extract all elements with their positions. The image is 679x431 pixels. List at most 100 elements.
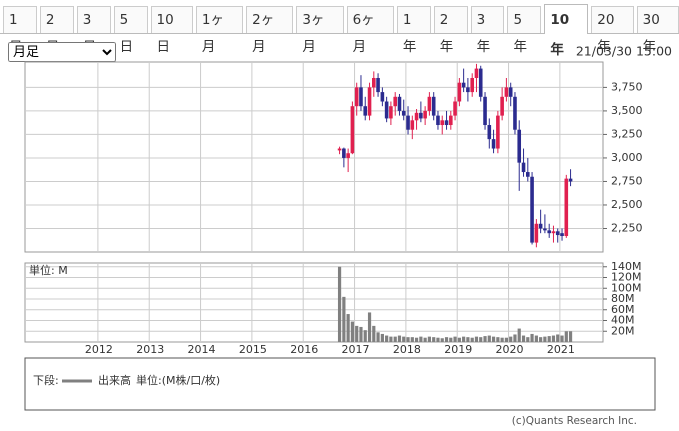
- candle-body: [393, 96, 398, 107]
- volume-bar: [432, 337, 436, 342]
- x-tick-label: 2012: [85, 343, 113, 356]
- candle-body: [534, 223, 539, 243]
- candle-body: [453, 101, 457, 116]
- y-tick-label: 3,750: [611, 80, 643, 93]
- x-tick-label: 2021: [547, 343, 575, 356]
- volume-bar: [551, 335, 556, 342]
- volume-bar: [372, 325, 376, 342]
- candle-body: [389, 106, 393, 119]
- volume-bar: [509, 336, 513, 342]
- period-tabs: 1日2日3日5日10日1ヶ月2ヶ月3ヶ月6ヶ月1年2年3年5年10年20年30年: [0, 0, 679, 58]
- legend-prefix: 下段:: [33, 373, 59, 387]
- volume-bar: [504, 337, 508, 342]
- volume-bar: [385, 335, 389, 342]
- candle-body: [474, 68, 479, 78]
- candle-body: [350, 106, 355, 154]
- volume-bar: [427, 336, 431, 342]
- unit-label: 単位: M: [29, 263, 68, 277]
- y-tick-label: 3,500: [611, 104, 643, 117]
- volume-bar: [470, 337, 474, 342]
- candle-body: [436, 115, 440, 126]
- period-tab[interactable]: 6ヶ月: [346, 6, 394, 55]
- volume-bar: [547, 336, 551, 342]
- bar-type-select[interactable]: 月足: [8, 42, 116, 62]
- candle-body: [461, 82, 466, 88]
- x-tick-label: 2019: [444, 343, 472, 356]
- period-tab[interactable]: 2ヶ月: [246, 6, 294, 55]
- candle-body: [431, 96, 436, 116]
- volume-bar: [337, 266, 342, 342]
- volume-bar: [483, 336, 487, 342]
- candle-body: [423, 110, 427, 119]
- candle-body: [444, 120, 449, 126]
- candle-body: [568, 178, 573, 182]
- volume-bar: [556, 334, 560, 342]
- candle-body: [543, 228, 547, 231]
- x-tick-label: 2016: [290, 343, 318, 356]
- candle-body: [560, 233, 564, 237]
- volume-bar: [453, 336, 457, 342]
- volume-bar: [449, 337, 453, 342]
- period-tab[interactable]: 3年: [470, 6, 505, 55]
- plot-area: [24, 61, 604, 253]
- volume-bar: [517, 328, 521, 342]
- period-tab[interactable]: 10年: [544, 4, 589, 58]
- volume-bar: [534, 335, 538, 342]
- period-tab[interactable]: 2年: [433, 6, 468, 55]
- candle-body: [525, 172, 530, 177]
- candle-body: [517, 129, 522, 163]
- volume-bar: [462, 336, 466, 342]
- volume-bar: [560, 335, 564, 342]
- volume-bar: [355, 325, 359, 342]
- candle-body: [538, 223, 543, 229]
- candle-body: [466, 87, 470, 93]
- volume-bar: [359, 326, 363, 342]
- volume-bar: [491, 336, 496, 342]
- candle-body: [342, 148, 346, 158]
- volume-bar: [496, 337, 500, 342]
- volume-bar: [543, 336, 547, 342]
- candle-body: [384, 101, 389, 119]
- candle-body: [359, 87, 363, 107]
- period-tab[interactable]: 5年: [507, 6, 542, 55]
- period-tab[interactable]: 20年: [591, 6, 634, 55]
- period-tab[interactable]: 1ヶ月: [195, 6, 244, 55]
- volume-bar: [466, 337, 470, 342]
- y-tick-label: 40M: [611, 314, 635, 327]
- volume-bar: [487, 335, 491, 342]
- x-tick-label: 2014: [188, 343, 216, 356]
- candle-body: [440, 120, 445, 126]
- candle-body: [504, 87, 509, 97]
- candle-body: [457, 82, 462, 102]
- volume-bar: [376, 332, 380, 342]
- candle-body: [508, 87, 513, 97]
- candle-body: [478, 68, 483, 97]
- volume-bar: [539, 337, 543, 342]
- candle-body: [551, 231, 556, 234]
- volume-bar: [479, 337, 483, 342]
- candle-body: [354, 87, 359, 107]
- legend-box: [24, 357, 656, 411]
- y-tick-label: 80M: [611, 292, 635, 305]
- period-tab[interactable]: 3ヶ月: [296, 6, 344, 55]
- candle-body: [530, 176, 534, 243]
- candle-body: [427, 96, 432, 111]
- volume-bar: [474, 336, 479, 342]
- candle-body: [376, 77, 380, 93]
- y-tick-label: 20M: [611, 324, 635, 337]
- candle-body: [513, 96, 517, 130]
- candle-body: [397, 96, 402, 111]
- candle-body: [487, 125, 492, 140]
- candle-body: [401, 110, 406, 116]
- candle-body: [372, 77, 376, 88]
- legend-name: 出来高: [98, 373, 131, 387]
- volume-bar: [440, 338, 444, 342]
- volume-bar: [389, 336, 393, 342]
- period-tab[interactable]: 10日: [150, 6, 193, 55]
- candle-body: [380, 92, 385, 102]
- period-tab[interactable]: 1年: [396, 6, 431, 55]
- candle-body: [496, 115, 500, 149]
- period-tab[interactable]: 5日: [113, 6, 148, 55]
- volume-bar: [530, 333, 534, 342]
- candle-body: [346, 153, 350, 158]
